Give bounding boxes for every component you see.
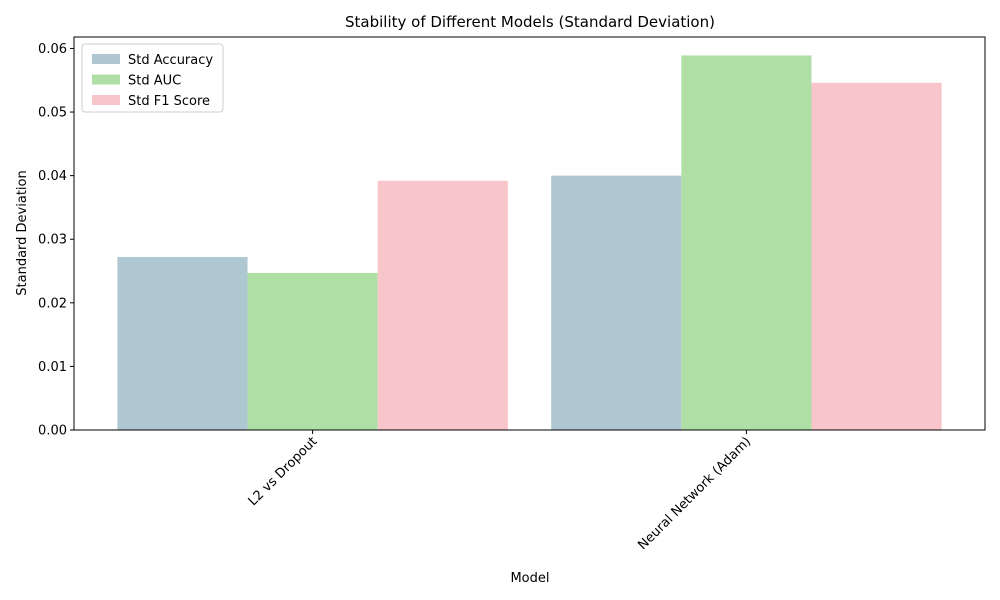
legend-label: Std F1 Score [128,94,210,109]
y-tick-label: 0.02 [38,296,67,311]
x-axis-title: Model [510,571,549,586]
bar-std-auc-2 [681,55,812,431]
y-tick-label: 0.06 [38,42,67,57]
legend-label: Std AUC [128,74,181,89]
y-axis-title: Standard Deviation [15,170,30,295]
y-tick-label: 0.04 [38,169,67,184]
bars-layer [117,55,942,431]
bar-std-f1-score-1 [377,180,508,430]
chart-title: Stability of Different Models (Standard … [345,13,715,31]
plot-frame [73,36,986,431]
bar-std-f1-score-2 [811,82,942,430]
y-tick-label: 0.05 [38,106,67,121]
x-tick-label: Neural Network (Adam) [635,434,754,553]
y-tick-label: 0.03 [38,233,67,248]
legend-swatch [92,74,120,85]
legend-swatch [92,95,120,105]
legend-swatch [92,54,120,64]
y-tick-label: 0.01 [38,360,67,375]
x-tick-label: L2 vs Dropout [246,434,321,509]
legend-label: Std Accuracy [128,53,213,68]
bar-std-accuracy-2 [551,175,682,430]
bar-std-accuracy-1 [117,257,248,430]
y-tick-label: 0.00 [38,424,67,439]
legend: Std Accuracy Std AUC Std F1 Score [81,43,224,113]
bar-std-auc-1 [247,272,378,430]
